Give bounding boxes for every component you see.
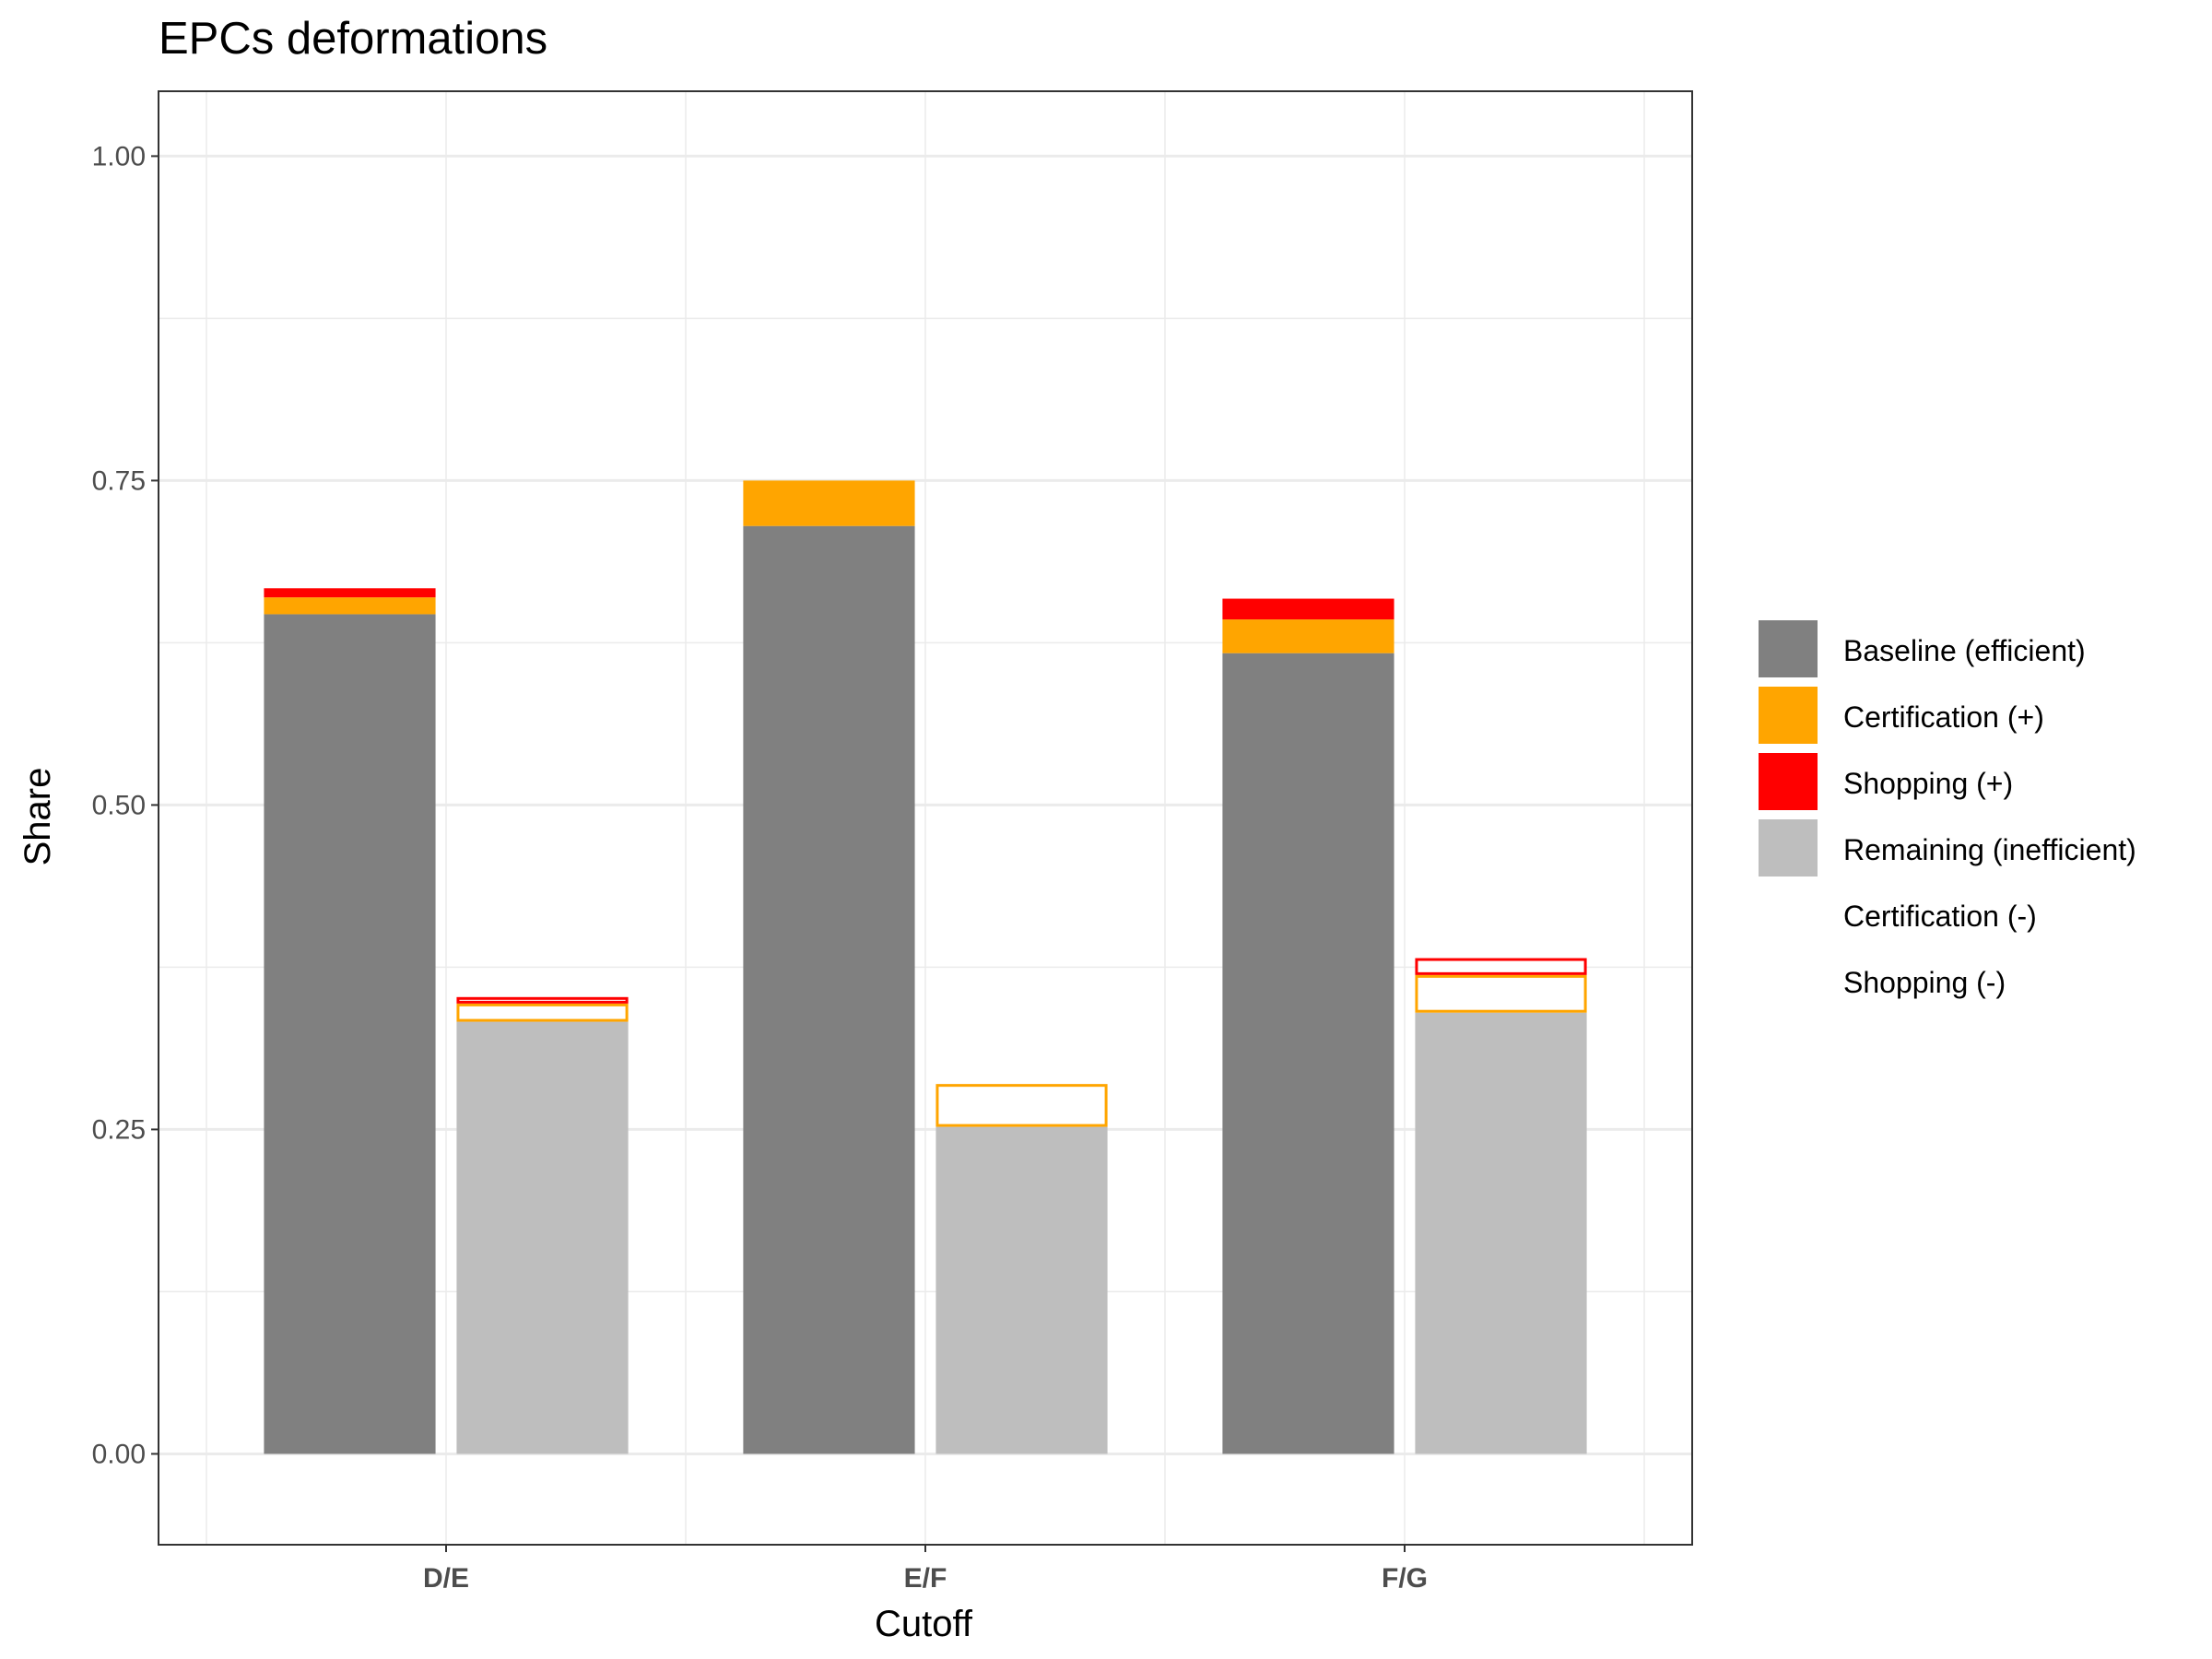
bar-remaining-1 (456, 1021, 629, 1454)
bar-remaining-3 (1415, 1012, 1587, 1454)
bar-shopping-minus-3 (1415, 958, 1587, 975)
bar-certification-plus-3 (1222, 619, 1394, 653)
x-axis: D/E E/F F/G (423, 1545, 1428, 1594)
legend-label: Certification (+) (1843, 700, 2044, 734)
x-axis-title: Cutoff (875, 1604, 973, 1644)
y-tick-label: 0.75 (92, 465, 146, 496)
legend-item-certification-minus: Certification (-) (1759, 886, 2037, 943)
bar-baseline-2 (743, 525, 915, 1454)
x-tick-label: F/G (1382, 1563, 1428, 1594)
chart-title: EPCs deformations (159, 14, 547, 64)
bar-remaining-2 (935, 1126, 1108, 1454)
legend-label: Baseline (efficient) (1843, 634, 2086, 667)
legend-key (1759, 687, 1818, 744)
legend-item-shopping-plus: Shopping (+) (1759, 753, 2013, 810)
legend: Baseline (efficient) Certification (+) Sho… (1759, 620, 2136, 1009)
y-tick-label: 0.50 (92, 790, 146, 820)
bar-baseline-3 (1222, 653, 1394, 1454)
bars (264, 480, 1587, 1454)
legend-key (1759, 886, 1818, 943)
y-tick-label: 0.00 (92, 1439, 146, 1469)
y-tick-label: 0.25 (92, 1114, 146, 1145)
legend-item-remaining: Remaining (inefficient) (1759, 819, 2136, 877)
bar-certification-minus-1 (456, 1003, 629, 1022)
x-tick-label: D/E (423, 1563, 469, 1594)
x-tick-label: E/F (904, 1563, 947, 1594)
legend-key (1759, 753, 1818, 810)
legend-label: Certification (-) (1843, 900, 2037, 933)
legend-key (1759, 620, 1818, 677)
bar-certification-plus-1 (264, 597, 436, 615)
bar-shopping-plus-3 (1222, 598, 1394, 620)
bar-certification-minus-3 (1415, 974, 1587, 1013)
legend-key (1759, 819, 1818, 877)
bar-certification-plus-2 (743, 480, 915, 526)
legend-item-baseline: Baseline (efficient) (1759, 620, 2086, 677)
y-axis-title: Share (18, 768, 58, 866)
plot-border (158, 90, 1693, 1546)
legend-label: Shopping (+) (1843, 767, 2013, 800)
bar-shopping-plus-1 (264, 588, 436, 598)
legend-label: Remaining (inefficient) (1843, 833, 2136, 866)
bar-certification-minus-2 (935, 1084, 1108, 1127)
bar-baseline-1 (264, 614, 436, 1454)
legend-item-certification-plus: Certification (+) (1759, 687, 2044, 744)
y-tick-label: 1.00 (92, 141, 146, 171)
y-axis: 0.00 0.25 0.50 0.75 1.00 (92, 141, 159, 1469)
bar-shopping-minus-1 (456, 996, 629, 1004)
legend-item-shopping-minus: Shopping (-) (1759, 952, 2006, 1009)
legend-key (1759, 952, 1818, 1009)
legend-label: Shopping (-) (1843, 966, 2006, 999)
